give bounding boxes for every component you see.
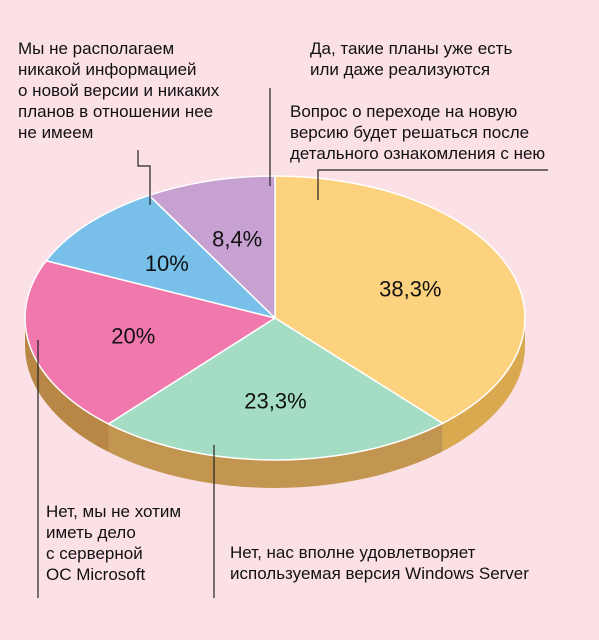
pie-value-labels: 38,3% 23,3% 20% 10% 8,4% xyxy=(111,226,441,413)
pie-slice-2 xyxy=(24,260,276,425)
annotation-top-left: Мы не располагаем никакой информацией о но… xyxy=(18,39,220,142)
pie-slice-4 xyxy=(148,175,276,319)
annotation-line: о новой версии и никаких xyxy=(18,81,220,100)
annotation-layer: Да, такие планы уже есть или даже реализу… xyxy=(18,39,545,584)
annotation-bottom-right: Нет, нас вполне удовлетворяет используема… xyxy=(230,543,529,583)
pie-value-label-2: 20% xyxy=(111,323,155,348)
annotation-line: никакой информацией xyxy=(18,60,197,79)
annotation-line: Нет, мы не хотим xyxy=(46,502,181,521)
annotation-line: с серверной xyxy=(46,544,143,563)
annotation-mid-right: Вопрос о переходе на новую версию будет р… xyxy=(290,102,545,163)
annotation-line: не имеем xyxy=(18,123,93,142)
annotation-line: детального ознакомления с нею xyxy=(290,144,545,163)
annotation-line: версию будет решаться после xyxy=(290,123,529,142)
pie-value-label-4: 8,4% xyxy=(212,226,262,251)
annotation-line: ОС Microsoft xyxy=(46,565,145,584)
pie-slice-layer xyxy=(24,175,526,461)
annotation-line: Вопрос о переходе на новую xyxy=(290,102,518,121)
annotation-line: Да, такие планы уже есть xyxy=(310,39,512,58)
annotation-line: Мы не располагаем xyxy=(18,39,174,58)
annotation-line: Нет, нас вполне удовлетворяет xyxy=(230,543,476,562)
leader-line-2 xyxy=(137,150,151,205)
annotation-top-right: Да, такие планы уже есть или даже реализу… xyxy=(310,39,512,79)
annotation-bottom-left: Нет, мы не хотим иметь дело с серверной ОС … xyxy=(46,502,181,584)
pie-side-2 xyxy=(25,318,109,452)
pie-slice-0 xyxy=(274,175,526,425)
annotation-line: планов в отношении нее xyxy=(18,102,213,121)
pie-side-1 xyxy=(108,423,443,489)
pie-slice-3 xyxy=(45,194,276,319)
pie-side-layer xyxy=(25,318,525,489)
annotation-line: используемая версия Windows Server xyxy=(230,564,529,583)
pie-value-label-0: 38,3% xyxy=(379,276,441,301)
pie-side-0 xyxy=(442,318,525,452)
annotation-line: или даже реализуются xyxy=(310,60,490,79)
pie-slice-1 xyxy=(107,317,444,461)
annotation-line: иметь дело xyxy=(46,523,136,542)
leader-lines xyxy=(37,88,548,598)
leader-line-1 xyxy=(317,169,548,200)
pie-value-label-3: 10% xyxy=(145,251,189,276)
pie-value-label-1: 23,3% xyxy=(244,388,306,413)
